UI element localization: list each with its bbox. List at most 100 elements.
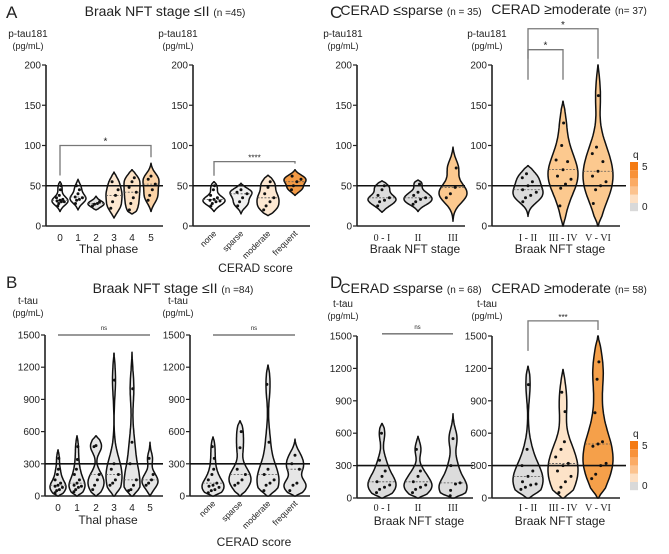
data-point — [530, 180, 534, 184]
data-point — [263, 192, 267, 196]
data-point — [58, 198, 62, 202]
violin-body — [256, 174, 280, 217]
data-point — [59, 481, 63, 485]
violin-d1-2 — [438, 413, 468, 499]
violin-c1-0 — [367, 180, 397, 214]
data-point — [77, 188, 81, 192]
x-axis-label: Braak NFT stage — [515, 242, 606, 256]
y-axis-label: t-tau — [333, 299, 353, 310]
violin-a1-1 — [69, 178, 87, 211]
data-point — [149, 174, 153, 178]
significance-label: **** — [248, 154, 260, 163]
x-tick-label: 4 — [129, 233, 135, 244]
violin-a1-4 — [123, 168, 141, 215]
data-point — [208, 198, 212, 202]
data-point — [529, 193, 533, 197]
title-d-right: CERAD ≥moderate (n= 58) — [491, 280, 647, 296]
data-point — [131, 196, 135, 200]
x-tick-label: moderate — [240, 498, 273, 531]
violin-d1-1 — [403, 435, 433, 499]
y-tick-label: 150 — [171, 101, 188, 112]
data-point — [295, 481, 299, 485]
data-point — [596, 442, 600, 446]
data-point — [380, 188, 384, 192]
x-tick-label: V - VI — [585, 233, 611, 244]
data-point — [561, 168, 565, 172]
violin-body — [367, 180, 397, 214]
bracket-line — [213, 160, 296, 176]
data-point — [424, 483, 428, 487]
data-point — [75, 458, 79, 461]
data-point — [418, 182, 421, 186]
violin-c1-1 — [403, 179, 433, 213]
x-tick-label: 0 — [57, 233, 63, 244]
y-tick-label: 900 — [168, 395, 185, 406]
bracket-line — [59, 144, 152, 176]
data-point — [57, 193, 61, 197]
data-point — [132, 176, 136, 180]
data-point — [520, 176, 524, 180]
data-point — [411, 491, 414, 495]
y-axis-label: (pg/mL) — [162, 308, 193, 318]
y-tick-label: 300 — [23, 459, 40, 470]
data-point — [554, 158, 558, 162]
data-point — [93, 202, 96, 206]
y-tick-label: 50 — [30, 181, 42, 192]
data-point — [559, 186, 563, 190]
data-point — [266, 185, 270, 189]
y-tick-label: 600 — [168, 427, 185, 438]
data-point — [79, 484, 83, 488]
data-point — [560, 144, 564, 147]
data-point — [95, 202, 99, 205]
x-tick-label: I - II — [519, 503, 537, 514]
violin-body — [201, 436, 225, 497]
violin-b1-2 — [87, 435, 105, 497]
data-point — [53, 484, 57, 488]
y-tick-label: 200 — [470, 61, 487, 72]
violin-body — [367, 422, 397, 499]
violin-b1-3 — [105, 352, 123, 497]
y-tick-label: 0 — [35, 222, 41, 233]
x-tick-label: frequent — [270, 498, 300, 528]
data-point — [211, 483, 215, 487]
data-point — [297, 467, 301, 471]
data-point — [127, 489, 131, 493]
data-point — [72, 483, 76, 487]
data-point — [111, 481, 115, 485]
violin-body — [123, 351, 141, 497]
data-point — [210, 473, 214, 476]
violin-b2-3 — [283, 438, 307, 497]
title-d-left: CERAD ≤sparse (n = 68) — [340, 280, 481, 296]
y-tick-label: 0 — [179, 492, 185, 503]
violin-body — [228, 420, 252, 497]
violin-body — [582, 335, 614, 499]
data-point — [414, 487, 418, 491]
x-tick-label: II — [415, 233, 422, 244]
y-axis-label: t-tau — [168, 296, 188, 307]
data-point — [74, 467, 78, 471]
x-axis-label: Braak NFT stage — [370, 242, 461, 256]
data-point — [127, 185, 131, 189]
data-point — [411, 480, 415, 484]
data-point — [151, 473, 155, 476]
violin-a1-3 — [105, 171, 123, 219]
data-point — [130, 180, 134, 184]
x-tick-label: moderate — [240, 228, 273, 261]
significance-label: * — [561, 20, 565, 31]
data-point — [383, 198, 386, 202]
data-point — [95, 478, 99, 482]
data-point — [215, 196, 219, 200]
data-point — [454, 166, 458, 170]
q-color-legend: q5 0 — [630, 429, 648, 492]
violin-body — [283, 438, 307, 497]
significance-label: *** — [558, 313, 567, 322]
x-tick-label: V - VI — [585, 503, 611, 514]
y-tick-label: 150 — [470, 101, 487, 112]
data-point — [97, 473, 101, 476]
data-point — [563, 480, 567, 484]
significance-bracket: * — [527, 41, 564, 80]
data-point — [566, 160, 570, 164]
data-point — [554, 455, 558, 459]
data-point — [235, 190, 239, 194]
y-axis-label: (pg/mL) — [12, 308, 43, 318]
